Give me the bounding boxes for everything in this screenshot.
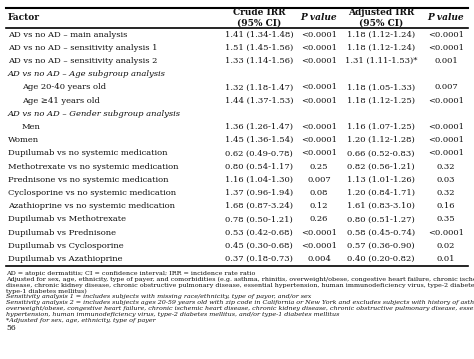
Text: AD vs no AD – main analysis: AD vs no AD – main analysis	[8, 31, 128, 39]
Text: <0.0001: <0.0001	[301, 31, 337, 39]
Text: 1.44 (1.37-1.53): 1.44 (1.37-1.53)	[225, 97, 293, 104]
Text: 1.18 (1.12-1.24): 1.18 (1.12-1.24)	[347, 31, 415, 39]
Text: 0.66 (0.52-0.83): 0.66 (0.52-0.83)	[347, 149, 415, 157]
Text: 0.80 (0.54-1.17): 0.80 (0.54-1.17)	[225, 163, 293, 171]
Text: <0.0001: <0.0001	[301, 97, 337, 104]
Text: 0.12: 0.12	[310, 202, 328, 210]
Text: AD vs no AD – Age subgroup analysis: AD vs no AD – Age subgroup analysis	[8, 70, 166, 78]
Text: 1.36 (1.26-1.47): 1.36 (1.26-1.47)	[225, 123, 293, 131]
Text: 1.51 (1.45-1.56): 1.51 (1.45-1.56)	[225, 44, 293, 52]
Text: 1.18 (1.12-1.24): 1.18 (1.12-1.24)	[347, 44, 415, 52]
Text: <0.0001: <0.0001	[301, 44, 337, 52]
Text: 0.01: 0.01	[437, 255, 455, 263]
Text: Dupilumab vs Methotrexate: Dupilumab vs Methotrexate	[8, 215, 126, 223]
Text: 0.02: 0.02	[437, 242, 455, 250]
Text: Methotrexate vs no systemic medication: Methotrexate vs no systemic medication	[8, 163, 179, 171]
Text: 1.61 (0.83-3.10): 1.61 (0.83-3.10)	[347, 202, 415, 210]
Text: 0.45 (0.30-0.68): 0.45 (0.30-0.68)	[225, 242, 293, 250]
Text: 0.37 (0.18-0.73): 0.37 (0.18-0.73)	[225, 255, 293, 263]
Text: <0.0001: <0.0001	[301, 149, 337, 157]
Text: 0.26: 0.26	[310, 215, 328, 223]
Text: 0.57 (0.36-0.90): 0.57 (0.36-0.90)	[347, 242, 415, 250]
Text: 1.37 (0.96-1.94): 1.37 (0.96-1.94)	[225, 189, 293, 197]
Text: <0.0001: <0.0001	[428, 149, 464, 157]
Text: 0.03: 0.03	[437, 176, 455, 184]
Text: 1.18 (1.05-1.33): 1.18 (1.05-1.33)	[347, 83, 415, 92]
Text: <0.0001: <0.0001	[428, 136, 464, 144]
Text: Age ≥41 years old: Age ≥41 years old	[22, 97, 100, 104]
Text: 0.001: 0.001	[434, 57, 458, 65]
Text: 0.82 (0.56-1.21): 0.82 (0.56-1.21)	[347, 163, 415, 171]
Text: hypertension, human immunodeficiency virus, type-2 diabetes mellitus, and/or typ: hypertension, human immunodeficiency vir…	[6, 312, 339, 317]
Text: 0.80 (0.51-1.27): 0.80 (0.51-1.27)	[347, 215, 415, 223]
Text: 1.31 (1.11-1.53)*: 1.31 (1.11-1.53)*	[345, 57, 417, 65]
Text: 0.62 (0.49-0.78): 0.62 (0.49-0.78)	[225, 149, 293, 157]
Text: Adjusted for sex, age, ethnicity, type of payer, and comorbidities (e.g. asthma,: Adjusted for sex, age, ethnicity, type o…	[6, 277, 474, 282]
Text: 1.33 (1.14-1.56): 1.33 (1.14-1.56)	[225, 57, 293, 65]
Text: 0.004: 0.004	[307, 255, 331, 263]
Text: <0.0001: <0.0001	[301, 242, 337, 250]
Text: Dupilumab vs Azathioprine: Dupilumab vs Azathioprine	[8, 255, 122, 263]
Text: 1.68 (0.87-3.24): 1.68 (0.87-3.24)	[225, 202, 293, 210]
Text: 1.41 (1.34-1.48): 1.41 (1.34-1.48)	[225, 31, 293, 39]
Text: type-1 diabetes mellitus): type-1 diabetes mellitus)	[6, 289, 87, 294]
Text: <0.0001: <0.0001	[428, 44, 464, 52]
Text: 0.78 (0.50-1.21): 0.78 (0.50-1.21)	[225, 215, 293, 223]
Text: <0.0001: <0.0001	[428, 31, 464, 39]
Text: 1.20 (0.84-1.71): 1.20 (0.84-1.71)	[347, 189, 415, 197]
Text: AD vs no AD – sensitivity analysis 2: AD vs no AD – sensitivity analysis 2	[8, 57, 157, 65]
Text: 1.13 (1.01-1.26): 1.13 (1.01-1.26)	[347, 176, 415, 184]
Text: 0.007: 0.007	[307, 176, 331, 184]
Text: 0.08: 0.08	[310, 189, 328, 197]
Text: Dupilumab vs no systemic medication: Dupilumab vs no systemic medication	[8, 149, 167, 157]
Text: 1.16 (1.07-1.25): 1.16 (1.07-1.25)	[347, 123, 415, 131]
Text: P value: P value	[301, 14, 337, 23]
Text: 1.45 (1.36-1.54): 1.45 (1.36-1.54)	[225, 136, 293, 144]
Text: 0.40 (0.20-0.82): 0.40 (0.20-0.82)	[347, 255, 415, 263]
Text: overweight/obese, congestive heart failure, chronic ischemic heart disease, chro: overweight/obese, congestive heart failu…	[6, 306, 474, 311]
Text: 0.35: 0.35	[437, 215, 456, 223]
Text: AD vs no AD – sensitivity analysis 1: AD vs no AD – sensitivity analysis 1	[8, 44, 157, 52]
Text: <0.0001: <0.0001	[301, 57, 337, 65]
Text: <0.0001: <0.0001	[301, 123, 337, 131]
Text: 0.16: 0.16	[437, 202, 455, 210]
Text: Dupilumab vs Cyclosporine: Dupilumab vs Cyclosporine	[8, 242, 124, 250]
Text: Cyclosporine vs no systemic medication: Cyclosporine vs no systemic medication	[8, 189, 176, 197]
Text: Women: Women	[8, 136, 39, 144]
Text: <0.0001: <0.0001	[428, 97, 464, 104]
Text: <0.0001: <0.0001	[428, 229, 464, 237]
Text: Factor: Factor	[8, 14, 40, 23]
Text: P value: P value	[428, 14, 465, 23]
Text: <0.0001: <0.0001	[301, 136, 337, 144]
Text: 1.32 (1.18-1.47): 1.32 (1.18-1.47)	[225, 83, 293, 92]
Text: 0.53 (0.42-0.68): 0.53 (0.42-0.68)	[225, 229, 293, 237]
Text: 56: 56	[6, 324, 16, 332]
Text: AD = atopic dermatitis; CI = confidence interval; IRR = incidence rate ratio: AD = atopic dermatitis; CI = confidence …	[6, 271, 255, 276]
Text: <0.0001: <0.0001	[301, 229, 337, 237]
Text: 1.20 (1.12-1.28): 1.20 (1.12-1.28)	[347, 136, 415, 144]
Text: 0.25: 0.25	[310, 163, 328, 171]
Text: 0.32: 0.32	[437, 189, 455, 197]
Text: <0.0001: <0.0001	[428, 123, 464, 131]
Text: Adjusted IRR
(95% CI): Adjusted IRR (95% CI)	[348, 8, 414, 28]
Text: Crude IRR
(95% CI): Crude IRR (95% CI)	[233, 8, 285, 28]
Text: 1.18 (1.12-1.25): 1.18 (1.12-1.25)	[347, 97, 415, 104]
Text: 1.16 (1.04-1.30): 1.16 (1.04-1.30)	[225, 176, 293, 184]
Text: 0.58 (0.45-0.74): 0.58 (0.45-0.74)	[347, 229, 415, 237]
Text: Sensitivity analysis 1 = includes subjects with missing race/ethnicity, type of : Sensitivity analysis 1 = includes subjec…	[6, 294, 311, 299]
Text: Men: Men	[22, 123, 41, 131]
Text: Sensitivity analysis 2 = includes subjects ages 20-59 years old with zip code in: Sensitivity analysis 2 = includes subjec…	[6, 300, 474, 305]
Text: <0.0001: <0.0001	[301, 83, 337, 92]
Text: *Adjusted for sex, age, ethnicity, type of payer: *Adjusted for sex, age, ethnicity, type …	[6, 317, 155, 322]
Text: Prednisone vs no systemic medication: Prednisone vs no systemic medication	[8, 176, 168, 184]
Text: 0.007: 0.007	[434, 83, 458, 92]
Text: 0.32: 0.32	[437, 163, 455, 171]
Text: Age 20-40 years old: Age 20-40 years old	[22, 83, 106, 92]
Text: disease, chronic kidney disease, chronic obstructive pulmonary disease, essentia: disease, chronic kidney disease, chronic…	[6, 283, 474, 288]
Text: Azathioprine vs no systemic medication: Azathioprine vs no systemic medication	[8, 202, 175, 210]
Text: Dupilumab vs Prednisone: Dupilumab vs Prednisone	[8, 229, 116, 237]
Text: AD vs no AD – Gender subgroup analysis: AD vs no AD – Gender subgroup analysis	[8, 110, 181, 118]
